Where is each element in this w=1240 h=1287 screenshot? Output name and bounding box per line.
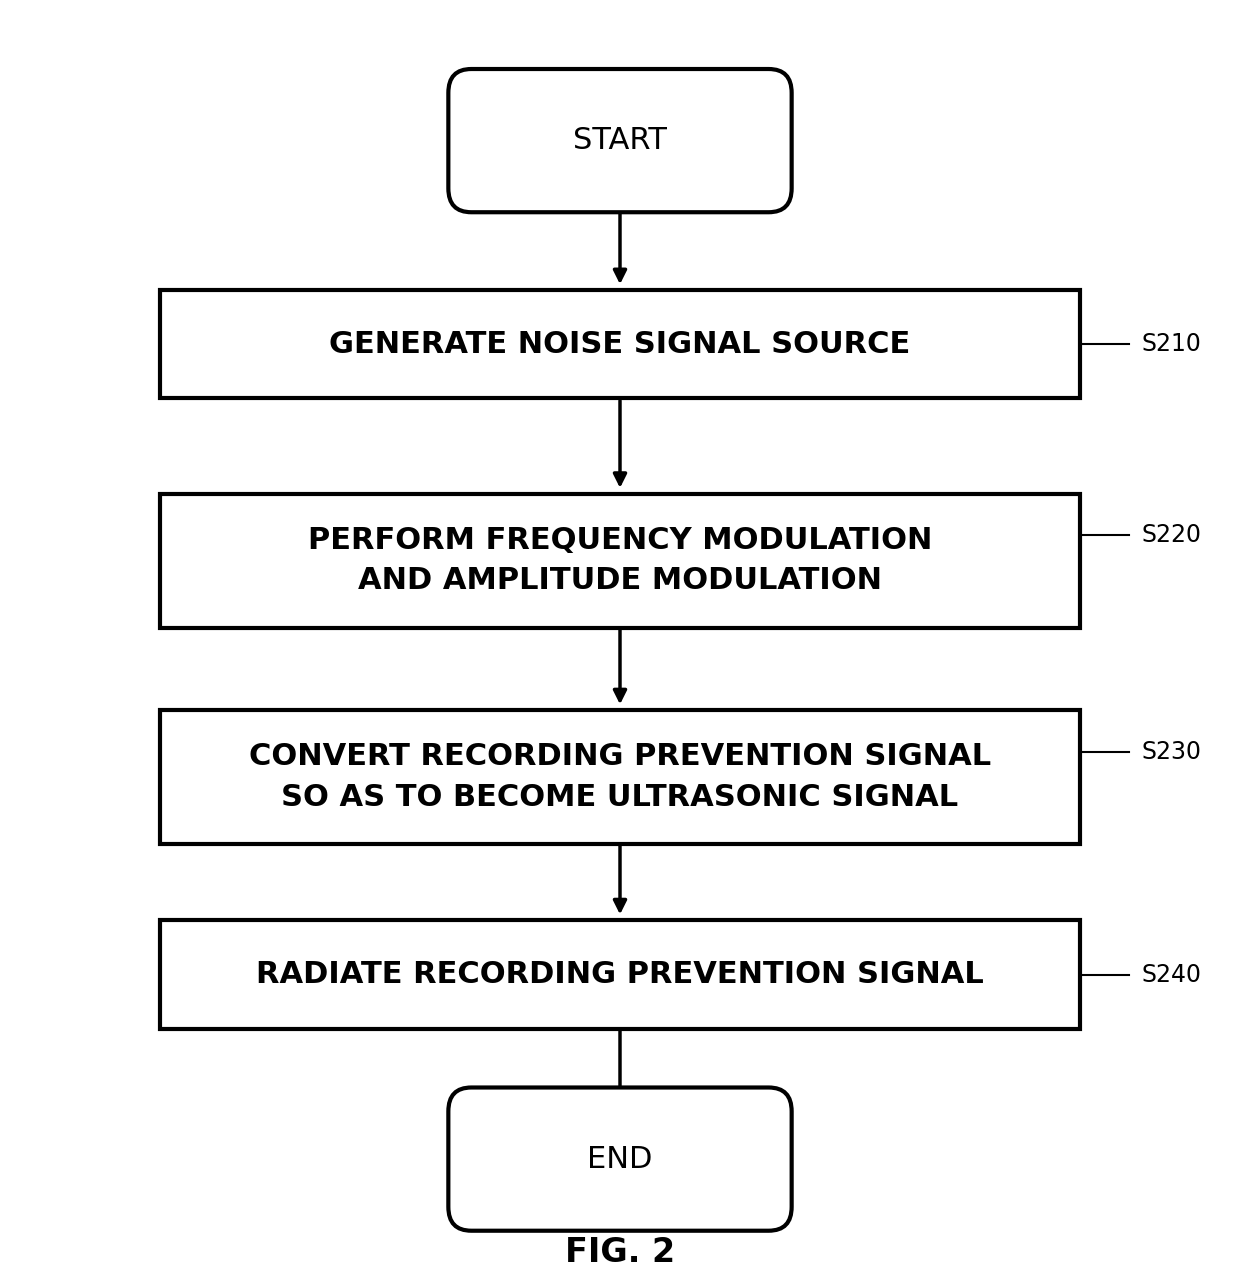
Text: S230: S230	[1141, 740, 1202, 763]
Text: CONVERT RECORDING PREVENTION SIGNAL
SO AS TO BECOME ULTRASONIC SIGNAL: CONVERT RECORDING PREVENTION SIGNAL SO A…	[249, 743, 991, 812]
FancyBboxPatch shape	[160, 920, 1080, 1028]
FancyBboxPatch shape	[449, 69, 791, 212]
FancyBboxPatch shape	[449, 1088, 791, 1230]
FancyBboxPatch shape	[160, 710, 1080, 844]
Text: GENERATE NOISE SIGNAL SOURCE: GENERATE NOISE SIGNAL SOURCE	[330, 329, 910, 359]
Text: RADIATE RECORDING PREVENTION SIGNAL: RADIATE RECORDING PREVENTION SIGNAL	[257, 960, 983, 988]
Text: START: START	[573, 126, 667, 156]
Text: END: END	[588, 1144, 652, 1174]
Text: S240: S240	[1141, 963, 1202, 987]
Text: S210: S210	[1141, 332, 1202, 356]
Text: PERFORM FREQUENCY MODULATION
AND AMPLITUDE MODULATION: PERFORM FREQUENCY MODULATION AND AMPLITU…	[308, 526, 932, 596]
FancyBboxPatch shape	[160, 494, 1080, 628]
Text: S220: S220	[1141, 524, 1202, 547]
FancyBboxPatch shape	[160, 290, 1080, 399]
Text: FIG. 2: FIG. 2	[565, 1236, 675, 1269]
